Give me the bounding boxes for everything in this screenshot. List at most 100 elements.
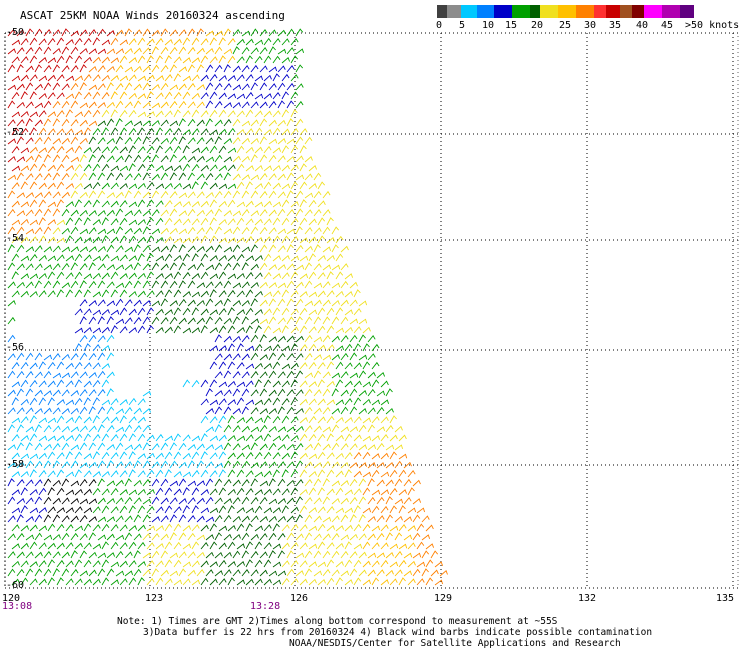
wind-barb [313, 497, 322, 505]
wind-barb [43, 46, 52, 55]
wind-barb [304, 156, 313, 163]
wind-barb [173, 541, 182, 550]
wind-barb [56, 237, 66, 244]
wind-barb [7, 478, 15, 487]
wind-barb [160, 533, 169, 541]
wind-barb [290, 308, 299, 316]
wind-barb [92, 415, 100, 424]
wind-barb [65, 217, 74, 226]
wind-barb [7, 496, 16, 505]
wind-barb [142, 226, 150, 235]
wind-barb [371, 525, 381, 532]
wind-barb [92, 56, 101, 64]
wind-barb [106, 388, 114, 397]
wind-barb [182, 379, 191, 388]
wind-barb [11, 75, 21, 82]
wind-barb [79, 425, 88, 433]
wind-barb [56, 399, 66, 406]
wind-barb [146, 55, 154, 64]
wind-barb [70, 371, 79, 379]
lat-label: -56 [6, 342, 25, 353]
wind-barb [313, 533, 322, 541]
wind-barb [263, 578, 272, 586]
wind-barb [47, 417, 57, 424]
wind-barb [218, 290, 227, 298]
wind-barb [227, 505, 235, 514]
wind-barb [47, 146, 56, 154]
wind-barb [92, 181, 101, 190]
wind-barb [340, 406, 349, 415]
wind-barb [29, 290, 38, 298]
wind-barb [326, 307, 335, 316]
wind-barb [182, 110, 191, 118]
wind-barb [268, 138, 278, 145]
wind-barb [277, 550, 285, 559]
wind-barb [227, 237, 237, 244]
wind-barb [169, 262, 177, 271]
wind-barb [79, 172, 88, 181]
wind-barb [43, 264, 53, 271]
wind-barb [119, 254, 128, 262]
wind-barb [232, 497, 241, 505]
wind-barb [101, 127, 109, 136]
wind-barb [101, 39, 111, 46]
wind-barb [119, 307, 128, 316]
wind-barb [133, 244, 141, 253]
wind-barb [110, 524, 119, 532]
wind-barb [142, 120, 152, 127]
wind-barb [164, 451, 173, 460]
wind-barb [290, 506, 299, 514]
wind-barb [182, 129, 192, 136]
wind-barb [142, 47, 151, 55]
wind-barb [70, 262, 78, 271]
wind-barb [295, 570, 305, 577]
wind-barb [299, 452, 308, 460]
wind-barb [218, 434, 227, 442]
wind-barb [245, 91, 254, 100]
wind-barb [61, 83, 70, 91]
wind-barb [322, 264, 332, 271]
wind-barb [155, 327, 164, 334]
wind-barb [128, 201, 138, 208]
wind-barb [29, 379, 38, 388]
wind-barb [25, 497, 34, 505]
wind-barb [20, 110, 29, 118]
wind-barb [70, 136, 79, 145]
wind-barb [286, 280, 295, 289]
wind-barb [272, 92, 281, 100]
wind-barb [286, 426, 296, 433]
wind-barb [223, 228, 233, 235]
wind-barb [61, 282, 71, 289]
wind-barb [299, 362, 308, 370]
wind-barb [281, 235, 290, 244]
wind-barb [286, 100, 295, 109]
wind-barb [83, 416, 92, 424]
wind-barb [133, 443, 142, 451]
wind-barb [61, 118, 70, 127]
wind-barb [304, 443, 313, 451]
time-label: 13:08 [2, 601, 33, 612]
wind-barb [178, 478, 187, 487]
wind-barb [317, 469, 326, 478]
wind-barb [362, 435, 372, 442]
wind-barb [205, 64, 214, 73]
wind-barb [209, 399, 219, 406]
wind-barb [272, 579, 282, 586]
wind-barb [259, 118, 268, 127]
wind-barb [137, 146, 146, 154]
wind-barb [16, 568, 25, 577]
wind-barb [164, 523, 173, 532]
wind-barb [101, 146, 110, 154]
wind-barb [160, 460, 169, 469]
wind-barb [47, 271, 56, 280]
wind-barb [313, 209, 322, 217]
wind-barb [65, 147, 75, 154]
wind-barb [344, 433, 353, 442]
wind-barb [232, 515, 241, 523]
wind-barb [124, 280, 133, 289]
wind-barb [34, 245, 43, 253]
wind-barb [7, 262, 16, 271]
wind-barb [358, 370, 367, 379]
wind-barb [11, 56, 20, 64]
wind-barb [362, 451, 371, 460]
